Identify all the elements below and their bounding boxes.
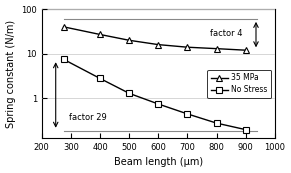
X-axis label: Beam length (μm): Beam length (μm) <box>114 157 203 167</box>
Text: factor 29: factor 29 <box>70 113 107 122</box>
No Stress <box>244 129 248 131</box>
35 MPa <box>215 48 218 50</box>
Line: 35 MPa: 35 MPa <box>61 24 249 53</box>
No Stress <box>215 122 218 124</box>
Text: factor 4: factor 4 <box>210 29 243 38</box>
No Stress <box>98 77 102 79</box>
No Stress <box>62 58 65 60</box>
Line: No Stress: No Stress <box>61 57 249 133</box>
35 MPa <box>62 26 65 28</box>
No Stress <box>157 103 160 105</box>
No Stress <box>186 113 189 115</box>
35 MPa <box>127 39 131 41</box>
Y-axis label: Spring constant (N/m): Spring constant (N/m) <box>6 20 15 128</box>
35 MPa <box>244 49 248 51</box>
35 MPa <box>186 46 189 48</box>
No Stress <box>127 92 131 94</box>
Legend: 35 MPa, No Stress: 35 MPa, No Stress <box>207 70 271 98</box>
35 MPa <box>157 44 160 46</box>
35 MPa <box>98 33 102 35</box>
